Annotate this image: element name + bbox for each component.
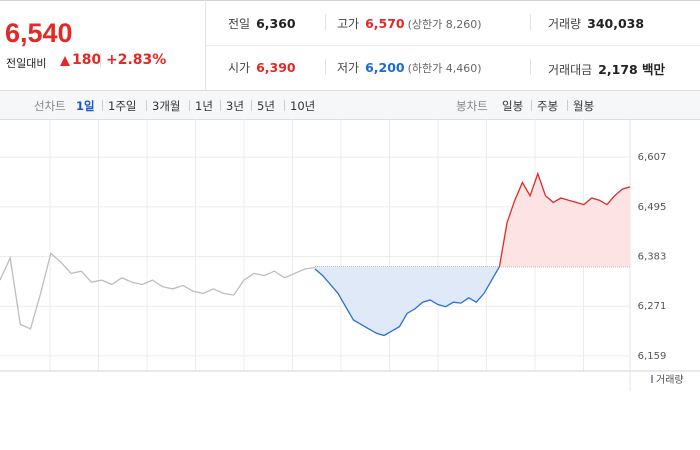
divider <box>530 59 531 75</box>
stat: 고가 6,570 (상한가 8,260) <box>337 15 482 32</box>
stat-value: 340,038 <box>587 16 645 31</box>
change-label: 전일대비 <box>6 57 47 70</box>
y-tick-label: 6,495 <box>638 202 667 213</box>
divider <box>531 100 532 111</box>
price-line <box>0 252 316 330</box>
price: 6,540 <box>5 18 73 48</box>
divider <box>206 45 700 46</box>
stat: 거래량 340,038 <box>548 15 644 32</box>
stat-value: 6,570 <box>365 16 405 31</box>
divider <box>220 100 221 111</box>
period-tab[interactable]: 10년 <box>290 99 316 113</box>
divider <box>146 100 147 111</box>
volume-label: 거래량 <box>656 374 684 386</box>
divider <box>102 100 103 111</box>
stat-label: 거래대금 <box>548 63 593 77</box>
period-tab[interactable]: 1일 <box>76 99 95 113</box>
divider <box>189 100 190 111</box>
y-tick-label: 6,607 <box>638 152 667 163</box>
divider <box>567 100 568 111</box>
stat-note: (하한가 4,460) <box>407 62 482 75</box>
divider <box>205 0 206 90</box>
period-tab[interactable]: 3년 <box>226 99 244 113</box>
stat: 전일 6,360 <box>228 15 296 32</box>
period-tab[interactable]: 1주일 <box>108 99 137 113</box>
area-down <box>315 266 630 336</box>
tab-label: 봉차트 <box>456 99 488 113</box>
area-up <box>499 173 630 267</box>
change-rate: +2.83% <box>106 52 167 68</box>
header <box>0 0 700 91</box>
y-tick-label: 6,271 <box>638 301 667 312</box>
up-arrow <box>60 56 70 66</box>
divider <box>530 14 531 30</box>
period-tab[interactable]: 5년 <box>257 99 275 113</box>
divider <box>325 59 326 75</box>
stat-label: 저가 <box>337 61 360 75</box>
price-line-down <box>314 266 501 337</box>
stat: 저가 6,200 (하한가 4,460) <box>337 59 482 76</box>
change: 180 <box>72 52 102 68</box>
stat-label: 전일 <box>228 17 251 31</box>
legend-swatch <box>651 375 653 383</box>
y-tick-label: 6,159 <box>638 351 667 362</box>
period-tab[interactable]: 일봉 <box>502 99 524 113</box>
stat-label: 거래량 <box>548 17 582 31</box>
stat: 시가 6,390 <box>228 59 296 76</box>
stat: 거래대금 2,178 백만 <box>548 59 665 78</box>
stat-value: 6,390 <box>256 60 296 75</box>
divider <box>100 53 101 67</box>
period-tab[interactable]: 1년 <box>195 99 213 113</box>
period-tab[interactable]: 3개월 <box>152 99 181 113</box>
stat-value: 6,360 <box>256 16 296 31</box>
stat-note: (상한가 8,260) <box>407 18 482 31</box>
period-tab[interactable]: 주봉 <box>537 99 559 113</box>
chart: 6,159 6,271 6,383 6,495 6,607 거래량 <box>0 119 700 391</box>
stat-value: 2,178 백만 <box>598 62 666 77</box>
stat-label: 시가 <box>228 61 251 75</box>
y-tick-label: 6,383 <box>638 252 667 263</box>
divider <box>325 14 326 30</box>
period-tab[interactable]: 월봉 <box>573 99 595 113</box>
stat-label: 고가 <box>337 17 360 31</box>
stat-value: 6,200 <box>365 60 405 75</box>
divider <box>251 100 252 111</box>
divider <box>284 100 285 111</box>
price-line-up <box>498 171 631 267</box>
tab-label: 선차트 <box>34 99 66 113</box>
tab-bar: 선차트 1일 1주일 3개월 1년 3년 5년 10년 봉차트 일봉 주봉 월봉 <box>0 90 700 120</box>
